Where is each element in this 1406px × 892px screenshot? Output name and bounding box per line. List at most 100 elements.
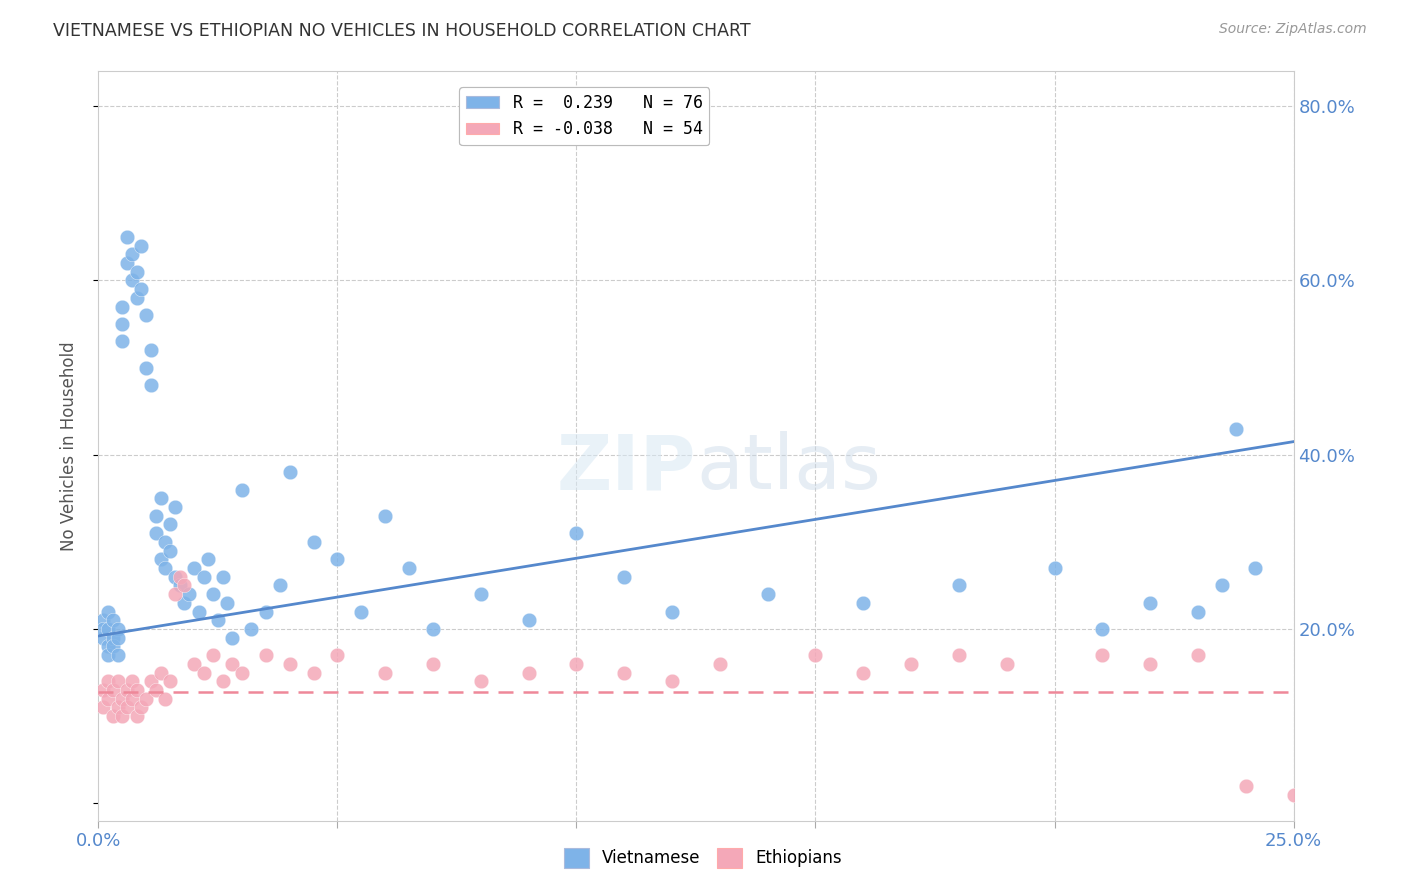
Point (101, 613, 124, 627)
Point (278, 465, 301, 479)
Point (145, 526, 167, 541)
Point (125, 291, 148, 305)
Legend: Vietnamese, Ethiopians: Vietnamese, Ethiopians (557, 841, 849, 875)
Point (121, 674, 143, 689)
Point (91, 622, 114, 636)
Point (155, 561, 177, 575)
Point (193, 665, 215, 680)
Point (139, 378, 162, 392)
Point (149, 552, 172, 566)
Point (269, 578, 291, 592)
Point (422, 657, 444, 671)
Point (111, 334, 134, 349)
Point (278, 657, 301, 671)
Point (125, 682, 148, 697)
Point (97, 674, 120, 689)
Point (221, 657, 243, 671)
Text: VIETNAMESE VS ETHIOPIAN NO VEHICLES IN HOUSEHOLD CORRELATION CHART: VIETNAMESE VS ETHIOPIAN NO VEHICLES IN H… (53, 22, 751, 40)
Point (97, 622, 120, 636)
Point (948, 578, 970, 592)
Point (326, 648, 349, 662)
Point (107, 622, 129, 636)
Point (374, 665, 396, 680)
Text: atlas: atlas (696, 432, 880, 506)
Point (470, 587, 492, 601)
Point (107, 674, 129, 689)
Point (125, 265, 148, 279)
Point (97, 648, 120, 662)
Point (169, 570, 191, 584)
Point (709, 657, 731, 671)
Point (211, 570, 233, 584)
Point (111, 300, 134, 314)
Point (107, 648, 129, 662)
Point (202, 587, 225, 601)
Point (163, 587, 186, 601)
Point (565, 657, 588, 671)
Point (97, 640, 120, 654)
Point (1187, 648, 1209, 662)
Point (374, 508, 396, 523)
Point (1139, 657, 1161, 671)
Point (470, 674, 492, 689)
Point (135, 308, 157, 322)
Point (155, 534, 177, 549)
Point (115, 256, 138, 270)
Point (240, 622, 263, 636)
Point (231, 665, 253, 680)
Point (115, 682, 138, 697)
Y-axis label: No Vehicles in Household: No Vehicles in Household (59, 341, 77, 551)
Point (135, 360, 157, 375)
Point (163, 570, 186, 584)
Point (91, 631, 114, 645)
Point (139, 343, 162, 358)
Point (91, 682, 114, 697)
Point (948, 648, 970, 662)
Point (135, 691, 157, 706)
Point (1225, 421, 1247, 435)
Point (155, 691, 177, 706)
Point (202, 648, 225, 662)
Point (91, 700, 114, 714)
Point (852, 596, 875, 610)
Point (107, 700, 129, 714)
Point (159, 517, 181, 532)
Point (101, 640, 124, 654)
Point (302, 665, 325, 680)
Point (517, 665, 540, 680)
Point (193, 570, 215, 584)
Point (221, 631, 243, 645)
Point (97, 691, 120, 706)
Point (121, 247, 143, 261)
Point (97, 605, 120, 619)
Point (111, 317, 134, 331)
Point (211, 674, 233, 689)
Point (125, 709, 148, 723)
Point (852, 665, 875, 680)
Point (326, 552, 349, 566)
Point (302, 534, 325, 549)
Point (398, 561, 420, 575)
Point (1139, 596, 1161, 610)
Legend: R =  0.239   N = 76, R = -0.038   N = 54: R = 0.239 N = 76, R = -0.038 N = 54 (460, 87, 709, 145)
Point (422, 622, 444, 636)
Point (1091, 622, 1114, 636)
Point (111, 691, 134, 706)
Point (613, 570, 636, 584)
Point (197, 552, 219, 566)
Point (111, 709, 134, 723)
Point (101, 682, 124, 697)
Point (121, 273, 143, 287)
Point (139, 674, 162, 689)
Point (254, 648, 277, 662)
Point (145, 682, 167, 697)
Point (115, 700, 138, 714)
Point (1244, 561, 1267, 575)
Point (169, 578, 191, 592)
Point (159, 674, 181, 689)
Point (121, 691, 143, 706)
Point (1043, 561, 1066, 575)
Point (101, 631, 124, 645)
Point (131, 700, 153, 714)
Point (661, 605, 683, 619)
